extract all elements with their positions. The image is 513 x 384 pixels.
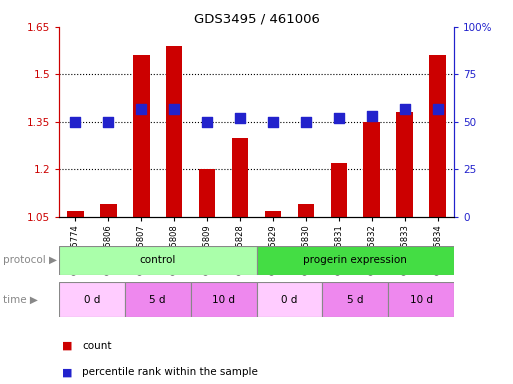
Point	[334, 115, 343, 121]
Point	[302, 119, 310, 125]
Text: 0 d: 0 d	[281, 295, 298, 305]
Text: 10 d: 10 d	[212, 295, 235, 305]
Bar	[133, 55, 149, 217]
Text: ■: ■	[62, 367, 72, 377]
Point	[433, 106, 442, 112]
Bar	[256, 282, 322, 317]
Bar	[330, 163, 347, 217]
Text: count: count	[82, 341, 112, 351]
Bar	[364, 122, 380, 217]
Text: protocol ▶: protocol ▶	[3, 255, 56, 265]
Text: progerin expression: progerin expression	[303, 255, 407, 265]
Bar	[191, 282, 256, 317]
Text: time ▶: time ▶	[3, 295, 37, 305]
Point	[236, 115, 244, 121]
Point	[170, 106, 179, 112]
Text: 0 d: 0 d	[84, 295, 100, 305]
Point	[401, 106, 409, 112]
Text: control: control	[140, 255, 176, 265]
Bar	[59, 282, 125, 317]
Bar	[125, 282, 191, 317]
Point	[71, 119, 80, 125]
Title: GDS3495 / 461006: GDS3495 / 461006	[193, 13, 320, 26]
Point	[203, 119, 211, 125]
Point	[368, 113, 376, 119]
Bar	[322, 282, 388, 317]
Bar	[298, 204, 314, 217]
Bar	[397, 113, 413, 217]
Text: 5 d: 5 d	[347, 295, 364, 305]
Bar	[199, 169, 215, 217]
Text: 10 d: 10 d	[409, 295, 432, 305]
Bar	[166, 46, 183, 217]
Bar	[265, 211, 281, 217]
Bar	[232, 138, 248, 217]
Point	[137, 106, 145, 112]
Text: ■: ■	[62, 341, 72, 351]
Bar	[429, 55, 446, 217]
Point	[104, 119, 112, 125]
Text: 5 d: 5 d	[149, 295, 166, 305]
Bar	[256, 246, 454, 275]
Bar	[67, 211, 84, 217]
Bar	[388, 282, 454, 317]
Bar	[59, 246, 256, 275]
Text: percentile rank within the sample: percentile rank within the sample	[82, 367, 258, 377]
Point	[269, 119, 277, 125]
Bar	[100, 204, 116, 217]
